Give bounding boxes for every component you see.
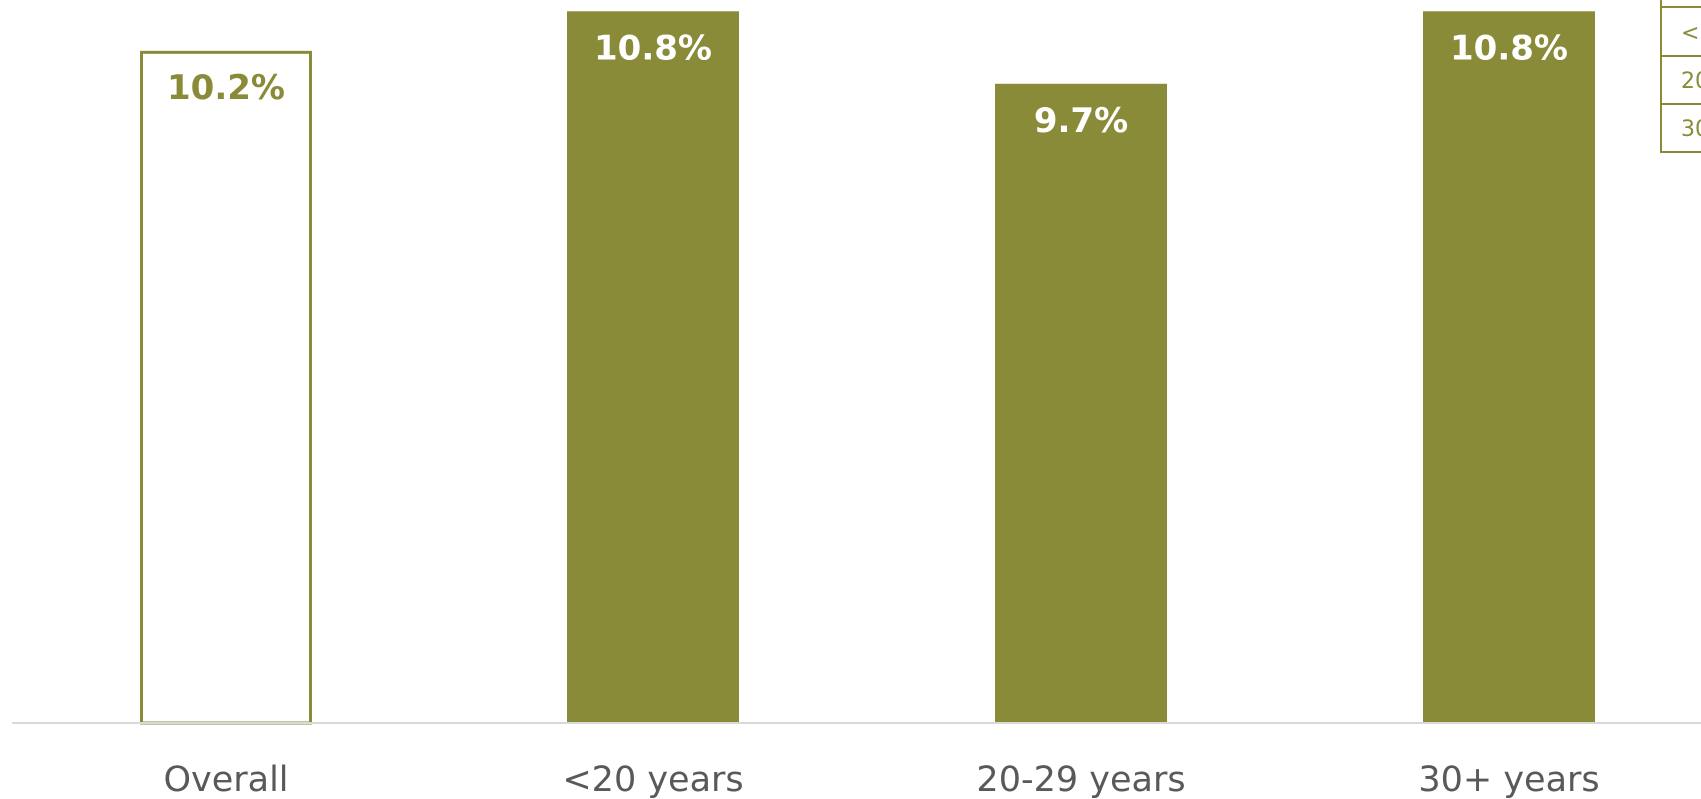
legend-entry-3: 30 (1681, 117, 1701, 142)
category-label-2: <20 years (562, 760, 743, 799)
legend-entry-2: 20 (1681, 69, 1701, 94)
category-label-4: 30+ years (1418, 760, 1599, 799)
data-label-3: 9.7% (1034, 101, 1128, 141)
bar-4 (1423, 11, 1595, 724)
legend-entry-1: <2 (1681, 21, 1701, 46)
bar-3 (995, 83, 1167, 724)
bars-group (140, 11, 1595, 725)
category-label-1: Overall (163, 760, 288, 799)
data-label-1: 10.2% (167, 68, 285, 108)
bar-1 (140, 50, 312, 725)
data-label-2: 10.8% (594, 28, 712, 68)
legend-box (1660, 0, 1701, 153)
category-label-3: 20-29 years (976, 760, 1185, 799)
data-label-4: 10.8% (1450, 28, 1568, 68)
category-labels-group: Overall <20 years 20-29 years 30+ years (163, 760, 1599, 799)
legend-partial: <2 20 30 (1660, 0, 1701, 153)
data-labels-group: 10.2% 10.8% 9.7% 10.8% (167, 28, 1568, 140)
bar-2 (567, 11, 739, 724)
